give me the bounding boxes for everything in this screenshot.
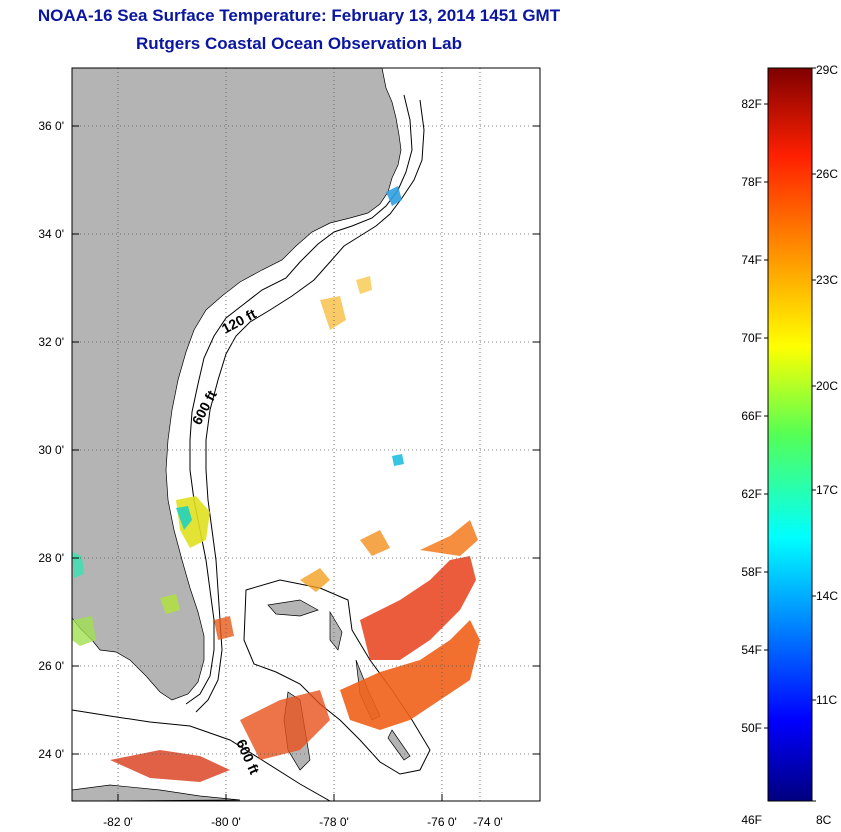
land-abaco [329, 610, 343, 651]
colorbar-f-label: 82F [741, 97, 762, 111]
lat-label: 28 0' [38, 551, 64, 565]
chart-title: NOAA-16 Sea Surface Temperature: Februar… [37, 6, 561, 25]
colorbar-f-label: 78F [741, 175, 762, 189]
colorbar-c-label: 17C [816, 483, 838, 497]
lat-label: 34 0' [38, 227, 64, 241]
contour-keys [72, 709, 331, 801]
colorbar-f-label: 70F [741, 331, 762, 345]
map-frame [71, 67, 541, 802]
colorbar-f-label: 74F [741, 253, 762, 267]
colorbar-f-label: 66F [741, 409, 762, 423]
land-mainland [72, 68, 402, 701]
contour-120ft [185, 94, 413, 705]
chart-subtitle: Rutgers Coastal Ocean Observation Lab [136, 34, 462, 53]
lon-label: -76 0' [427, 815, 457, 829]
contour-600ft [195, 99, 425, 713]
lat-label: 30 0' [38, 443, 64, 457]
land-exuma [387, 729, 411, 761]
colorbar-c-label: 29C [816, 63, 838, 77]
colorbar-f-label: 58F [741, 565, 762, 579]
colorbar-c-label: 8C [816, 813, 832, 827]
colorbar-c-label: 14C [816, 589, 838, 603]
map-ticks [72, 125, 540, 801]
lon-labels: -82 0' -80 0' -78 0' -76 0' -74 0' [103, 815, 503, 829]
colorbar-c-label: 11C [816, 693, 837, 707]
map-panel: 120 ft 600 ft 600 ft [72, 68, 540, 801]
colorbar-f-label: 50F [741, 721, 762, 735]
lat-label: 32 0' [38, 335, 64, 349]
land-grand-bahama [267, 599, 319, 617]
lat-label: 26 0' [38, 659, 64, 673]
lat-label: 36 0' [38, 119, 64, 133]
lat-labels: 36 0' 34 0' 32 0' 30 0' 28 0' 26 0' 24 0… [38, 119, 64, 761]
lat-label: 24 0' [38, 747, 64, 761]
colorbar-c-label: 23C [816, 273, 838, 287]
sst-data [72, 186, 480, 782]
land-cuba [72, 784, 241, 801]
lon-label: -74 0' [473, 815, 503, 829]
colorbar-gradient [767, 67, 813, 802]
colorbar-f-label: 62F [741, 487, 762, 501]
contour-bahamas-bank [243, 579, 431, 775]
colorbar-c-label: 26C [816, 167, 838, 181]
lon-label: -78 0' [319, 815, 349, 829]
colorbar: 82F 78F 74F 70F 66F 62F 58F 54F 50F 46F … [741, 63, 838, 827]
colorbar-f-label: 54F [741, 643, 762, 657]
colorbar-f-label: 46F [741, 813, 762, 827]
colorbar-c-label: 20C [816, 379, 838, 393]
lon-label: -80 0' [211, 815, 241, 829]
lon-label: -82 0' [103, 815, 133, 829]
